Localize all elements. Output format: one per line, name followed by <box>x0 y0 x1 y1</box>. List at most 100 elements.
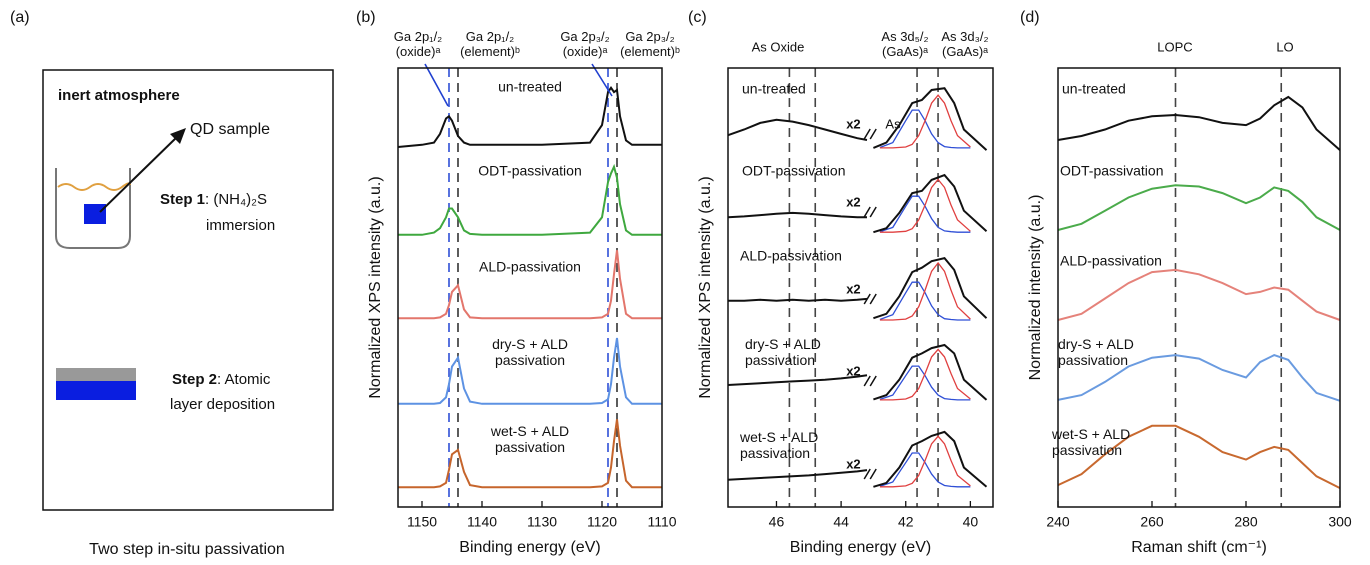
text-line: wet-S + ALD <box>739 429 818 445</box>
step1-label: Step 1: (NH₄)₂S <box>160 191 267 208</box>
step1-text: : (NH₄)₂S <box>205 191 267 208</box>
annotation: Ga 2p₃/₂ (oxide)ᵃ <box>560 29 609 59</box>
spectrum <box>727 343 988 401</box>
annotation-arrow <box>424 63 449 107</box>
x-tick-label: 44 <box>833 514 849 530</box>
fit-curve <box>879 348 971 401</box>
spectrum <box>1057 354 1341 402</box>
x-tick-label: 1130 <box>527 514 557 530</box>
text-line: As 3d₅/₂ <box>881 29 928 44</box>
plot-frame <box>727 67 994 508</box>
text-line: (oxide)ᵃ <box>396 44 441 59</box>
spectrum <box>727 87 988 151</box>
spectrum <box>728 256 988 320</box>
annotation: LOPC <box>1157 39 1192 54</box>
text-line: passivation <box>740 445 810 461</box>
text-line: dry-S + ALD <box>745 336 821 352</box>
text-line: Ga 2p₃/₂ <box>560 29 609 44</box>
fit-curve <box>879 178 971 233</box>
panel-letter: (d) <box>1020 9 1040 26</box>
plot-frame <box>397 67 663 508</box>
ald-layer <box>56 368 136 381</box>
break-label: x2 <box>846 116 860 131</box>
step2-text2: layer deposition <box>170 396 275 413</box>
spectrum <box>1057 424 1341 489</box>
text-line: passivation <box>495 352 565 368</box>
break-label: x2 <box>846 194 860 209</box>
fit-curve <box>879 195 971 233</box>
annotation: As Oxide <box>752 39 805 54</box>
text-line: passivation <box>1058 352 1128 368</box>
axis-break <box>863 128 877 140</box>
step1-text2: immersion <box>206 217 275 234</box>
y-axis-title: Normalized XPS intensity (a.u.) <box>697 176 714 398</box>
series-label: ALD-passivation <box>740 248 842 264</box>
schematic-caption: Two step in-situ passivation <box>89 541 285 558</box>
text-line: (GaAs)ᵃ <box>882 44 928 59</box>
spectrum <box>398 419 662 489</box>
series-label: wet-S + ALD passivation <box>739 429 818 461</box>
text-line: passivation <box>745 352 815 368</box>
x-tick-label: 240 <box>1046 514 1070 530</box>
spectrum <box>1057 268 1341 321</box>
x-tick-label: 280 <box>1234 514 1258 530</box>
spectrum <box>398 250 662 320</box>
series-label: un-treated <box>742 81 806 97</box>
x-tick-label: 1110 <box>647 514 676 530</box>
break-label: x2 <box>846 363 860 378</box>
fit-curve <box>879 281 971 321</box>
step1-title: Step 1 <box>160 191 205 208</box>
annotation: Ga 2p₃/₂ (element)ᵇ <box>620 29 680 59</box>
axis-break <box>863 206 877 218</box>
text-line: (element)ᵇ <box>460 44 520 59</box>
fit-curve <box>879 452 971 488</box>
annotation: Ga 2p₁/₂ (oxide)ᵃ <box>394 29 442 59</box>
plot-frame <box>1057 67 1341 508</box>
series-label: un-treated <box>1062 81 1126 97</box>
arrow-head <box>170 128 186 144</box>
atmosphere-label: inert atmosphere <box>58 87 180 104</box>
break-label: x2 <box>846 281 860 296</box>
schematic-frame <box>42 69 334 511</box>
spectrum <box>1057 95 1341 151</box>
spectrum <box>398 337 662 405</box>
series-label: ALD-passivation <box>479 259 581 275</box>
step2-text: : Atomic <box>217 371 271 388</box>
fit-curve <box>879 261 971 321</box>
spectrum <box>727 430 988 488</box>
fit-curve <box>879 435 971 488</box>
step2-label: Step 2: Atomic <box>172 371 271 388</box>
spectrum <box>397 86 662 148</box>
beaker <box>55 168 131 249</box>
text-line: wet-S + ALD <box>490 423 569 439</box>
y-axis-title: Normalized XPS intensity (a.u.) <box>367 176 384 398</box>
y-axis-title: Normalized intensity (a.u.) <box>1027 195 1044 381</box>
text-line: (GaAs)ᵃ <box>942 44 988 59</box>
series-label: dry-S + ALD passivation <box>1058 336 1134 368</box>
x-tick-label: 300 <box>1328 514 1352 530</box>
text-line: Ga 2p₃/₂ <box>625 29 674 44</box>
axis-break <box>863 293 877 305</box>
series-label: ODT-passivation <box>478 163 581 179</box>
series-label: ALD-passivation <box>1060 253 1162 269</box>
panel-letter: (b) <box>356 9 376 26</box>
spectrum <box>1057 184 1341 231</box>
series-label: ODT-passivation <box>742 163 845 179</box>
text-line: (element)ᵇ <box>620 44 680 59</box>
x-tick-label: 1140 <box>467 514 497 530</box>
axis-break <box>863 375 877 387</box>
series-label: dry-S + ALD passivation <box>745 336 821 368</box>
annotation: As <box>885 116 901 131</box>
x-tick-label: 1150 <box>407 514 437 530</box>
panel-letter: (c) <box>688 9 707 26</box>
series-label: wet-S + ALD passivation <box>490 423 569 455</box>
text-line: passivation <box>1052 442 1122 458</box>
series-label: dry-S + ALD passivation <box>492 336 568 368</box>
panel-letter: (a) <box>10 9 30 26</box>
annotation: LO <box>1276 39 1293 54</box>
series-label: un-treated <box>498 79 562 95</box>
text-line: Ga 2p₁/₂ <box>466 29 514 44</box>
x-tick-label: 40 <box>963 514 979 530</box>
annotation: As 3d₃/₂ (GaAs)ᵃ <box>941 29 988 59</box>
